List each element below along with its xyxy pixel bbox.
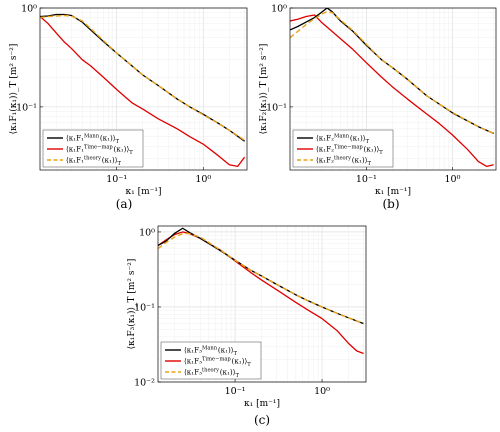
y-tick-label: 10⁻¹ — [266, 102, 287, 113]
axes-frame — [157, 225, 367, 383]
series-group — [40, 13, 246, 168]
x-tick-label: 10⁰ — [445, 174, 461, 185]
legend: ⟨κ₁F₃Mann (κ₁)⟩T ⟨κ₁F₃Time−map (κ₁)⟩T ⟨κ… — [160, 341, 262, 380]
series-line-2 — [40, 16, 246, 168]
x-axis-label: κ₁ [m⁻¹] — [375, 187, 411, 197]
legend: ⟨κ₁F₂Mann (κ₁)⟩T ⟨κ₁F₂Time−map (κ₁)⟩T ⟨κ… — [292, 129, 394, 168]
series-line-2 — [158, 231, 364, 355]
panel-label: (b) — [382, 197, 399, 211]
series-group — [158, 227, 364, 355]
grid — [40, 7, 247, 170]
legend-entry-2: ⟨κ₁F₂Time−map (κ₁)⟩T — [316, 145, 383, 156]
legend-entry-3: ⟨κ₁F₂theory (κ₁)⟩T — [316, 156, 372, 167]
y-axis-label: ⟨κ₁F₁(κ₁)⟩_T [m² s⁻²] — [8, 44, 19, 135]
x-tick-label: 10⁰ — [314, 386, 330, 397]
chart-panel-2: 10⁻¹ 10⁰ 10⁻¹ 10⁰ κ₁ [m⁻¹] ⟨κ₁F₂(κ₁)⟩_T [m² s… — [258, 4, 497, 211]
legend-entry-2: ⟨κ₁F₃Time−map (κ₁)⟩T — [184, 357, 251, 368]
legend-entry-2: ⟨κ₁F₁Time−map (κ₁)⟩T — [66, 145, 133, 156]
legend-entry-1: ⟨κ₁F₃Mann (κ₁)⟩T — [184, 346, 238, 357]
panel-label: (c) — [254, 413, 270, 427]
series-line-3 — [40, 14, 245, 141]
chart-panel-1: 10⁻¹ 10⁰ 10⁻¹ 10⁰ κ₁ [m⁻¹] ⟨κ₁F₁(κ₁)⟩_T [m² s… — [8, 4, 248, 211]
legend-entry-1: ⟨κ₁F₂Mann (κ₁)⟩T — [316, 134, 370, 145]
y-tick-label: 10⁻¹ — [16, 102, 37, 113]
y-axis-label: ⟨κ₁F₃(κ₁)⟩_T [m² s⁻²] — [126, 259, 137, 350]
y-axis-label: ⟨κ₁F₂(κ₁)⟩_T [m² s⁻²] — [258, 44, 269, 135]
legend-entry-3: ⟨κ₁F₃theory (κ₁)⟩T — [184, 368, 240, 379]
x-tick-label: 10⁰ — [195, 174, 211, 185]
legend: ⟨κ₁F₁Mann (κ₁)⟩T ⟨κ₁F₁Time−map (κ₁)⟩T ⟨κ… — [42, 129, 144, 168]
axes-frame — [39, 7, 248, 171]
y-tick-label: 10⁰ — [271, 4, 287, 15]
series-line-3 — [290, 10, 494, 134]
series-line-1 — [290, 8, 494, 134]
axes-frame — [289, 7, 497, 171]
x-tick-label: 10⁻¹ — [356, 174, 377, 185]
y-tick-label: 10⁻² — [134, 378, 155, 389]
series-group — [290, 8, 494, 168]
y-tick-label: 10⁰ — [21, 4, 37, 15]
chart-panel-3: 10⁻¹ 10⁰ 10⁻² 10⁻¹ 10⁰ κ₁ [m⁻¹] ⟨κ₁F₃(κ₁)⟩_T [… — [126, 225, 367, 427]
series-line-3 — [158, 232, 364, 325]
x-axis-label: κ₁ [m⁻¹] — [125, 187, 161, 197]
x-axis-label: κ₁ [m⁻¹] — [244, 399, 280, 409]
y-tick-label: 10⁻¹ — [134, 302, 155, 313]
x-tick-label: 10⁻¹ — [106, 174, 127, 185]
panel-label: (a) — [116, 197, 133, 211]
legend-entry-3: ⟨κ₁F₁theory (κ₁)⟩T — [66, 156, 122, 167]
legend-entry-1: ⟨κ₁F₁Mann (κ₁)⟩T — [66, 134, 120, 145]
y-tick-label: 10⁰ — [139, 227, 155, 238]
series-line-2 — [290, 14, 494, 168]
x-tick-label: 10⁻¹ — [225, 386, 246, 397]
